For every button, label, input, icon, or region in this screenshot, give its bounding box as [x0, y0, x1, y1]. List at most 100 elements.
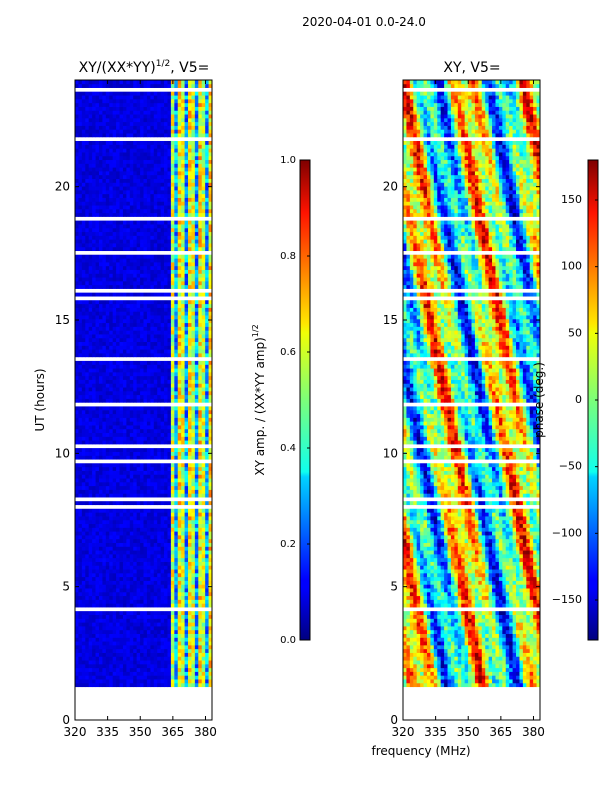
heatmap-cell — [133, 341, 138, 346]
heatmap-cell — [136, 235, 141, 240]
heatmap-cell — [78, 387, 83, 392]
heatmap-cell — [112, 224, 117, 229]
heatmap-cell — [160, 440, 165, 445]
heatmap-cell — [136, 527, 141, 532]
heatmap-cell — [208, 197, 212, 202]
heatmap-cell — [170, 489, 175, 494]
heatmap-cell — [122, 557, 127, 562]
heatmap-cell — [98, 644, 103, 650]
heatmap-cell — [129, 224, 134, 229]
heatmap-cell — [177, 417, 182, 422]
heatmap-cell — [146, 360, 151, 365]
heatmap-cell — [112, 466, 117, 471]
heatmap-cell — [105, 311, 110, 316]
heatmap-cell — [184, 208, 189, 214]
heatmap-cell — [153, 413, 158, 418]
heatmap-cell — [160, 315, 165, 320]
heatmap-cell — [194, 618, 199, 623]
heatmap-cell — [208, 633, 212, 638]
heatmap-cell — [184, 353, 189, 358]
heatmap-cell — [160, 682, 165, 688]
heatmap-cell — [208, 265, 212, 270]
heatmap-cell — [78, 371, 83, 377]
heatmap-cell — [191, 254, 196, 259]
heatmap-cell — [198, 516, 203, 521]
heatmap-cell — [191, 523, 196, 528]
heatmap-cell — [150, 277, 155, 282]
heatmap-cell — [102, 485, 107, 490]
heatmap-cell — [167, 667, 172, 672]
heatmap-cell — [208, 379, 212, 384]
heatmap-cell — [109, 535, 114, 540]
heatmap-cell — [160, 447, 165, 452]
heatmap-cell — [167, 409, 172, 415]
heatmap-cell — [164, 572, 168, 578]
heatmap-cell — [102, 614, 107, 619]
heatmap-cell — [112, 447, 117, 452]
heatmap-cell — [105, 633, 110, 638]
heatmap-cell — [92, 682, 96, 688]
heatmap-cell — [112, 553, 117, 559]
heatmap-cell — [143, 371, 148, 377]
heatmap-cell — [188, 383, 192, 388]
heatmap-cell — [191, 178, 196, 183]
heatmap-cell — [150, 527, 155, 532]
heatmap-cell — [184, 622, 189, 627]
heatmap-cell — [78, 186, 83, 191]
heatmap-cell — [205, 186, 209, 191]
heatmap-cell — [184, 428, 189, 434]
heatmap-cell — [191, 201, 196, 206]
heatmap-cell — [191, 174, 196, 179]
heatmap-cell — [146, 519, 151, 525]
heatmap-cell — [88, 603, 93, 608]
heatmap-cell — [140, 341, 144, 346]
heatmap-cell — [81, 318, 86, 324]
heatmap-cell — [136, 383, 141, 388]
heatmap-cell — [95, 557, 100, 562]
heatmap-cell — [174, 353, 179, 358]
heatmap-cell — [150, 641, 155, 646]
heatmap-cell — [174, 311, 179, 316]
heatmap-cell — [75, 633, 79, 638]
heatmap-cell — [160, 523, 165, 528]
heatmap-cell — [98, 307, 103, 312]
heatmap-cell — [205, 406, 209, 411]
heatmap-cell — [136, 258, 141, 263]
heatmap-cell — [174, 413, 179, 418]
heatmap-cell — [174, 550, 179, 555]
heatmap-cell — [129, 614, 134, 619]
heatmap-cell — [105, 254, 110, 259]
heatmap-cell — [122, 603, 127, 608]
heatmap-cell — [150, 193, 155, 198]
heatmap-cell — [164, 626, 168, 631]
heatmap-cell — [174, 368, 179, 373]
heatmap-cell — [116, 349, 120, 354]
heatmap-cell — [92, 553, 96, 559]
heatmap-cell — [98, 262, 103, 267]
heatmap-cell — [188, 277, 192, 282]
heatmap-cell — [170, 273, 175, 278]
heatmap-cell — [81, 663, 86, 669]
heatmap-cell — [116, 235, 120, 240]
heatmap-cell — [198, 265, 203, 270]
heatmap-cell — [129, 599, 134, 604]
heatmap-cell — [116, 292, 120, 297]
heatmap-cell — [109, 667, 114, 672]
heatmap-cell — [136, 353, 141, 358]
heatmap-cell — [92, 462, 96, 468]
heatmap-cell — [98, 394, 103, 399]
heatmap-cell — [140, 174, 144, 179]
heatmap-cell — [116, 421, 120, 426]
heatmap-cell — [167, 262, 172, 267]
heatmap-cell — [184, 231, 189, 236]
heatmap-cell — [198, 371, 203, 377]
heatmap-cell — [98, 182, 103, 187]
heatmap-cell — [140, 212, 144, 217]
heatmap-cell — [160, 489, 165, 494]
heatmap-cell — [150, 614, 155, 619]
heatmap-cell — [85, 371, 90, 377]
heatmap-cell — [208, 535, 212, 540]
heatmap-cell — [109, 618, 114, 623]
heatmap-cell — [167, 364, 172, 369]
heatmap-cell — [160, 193, 165, 198]
